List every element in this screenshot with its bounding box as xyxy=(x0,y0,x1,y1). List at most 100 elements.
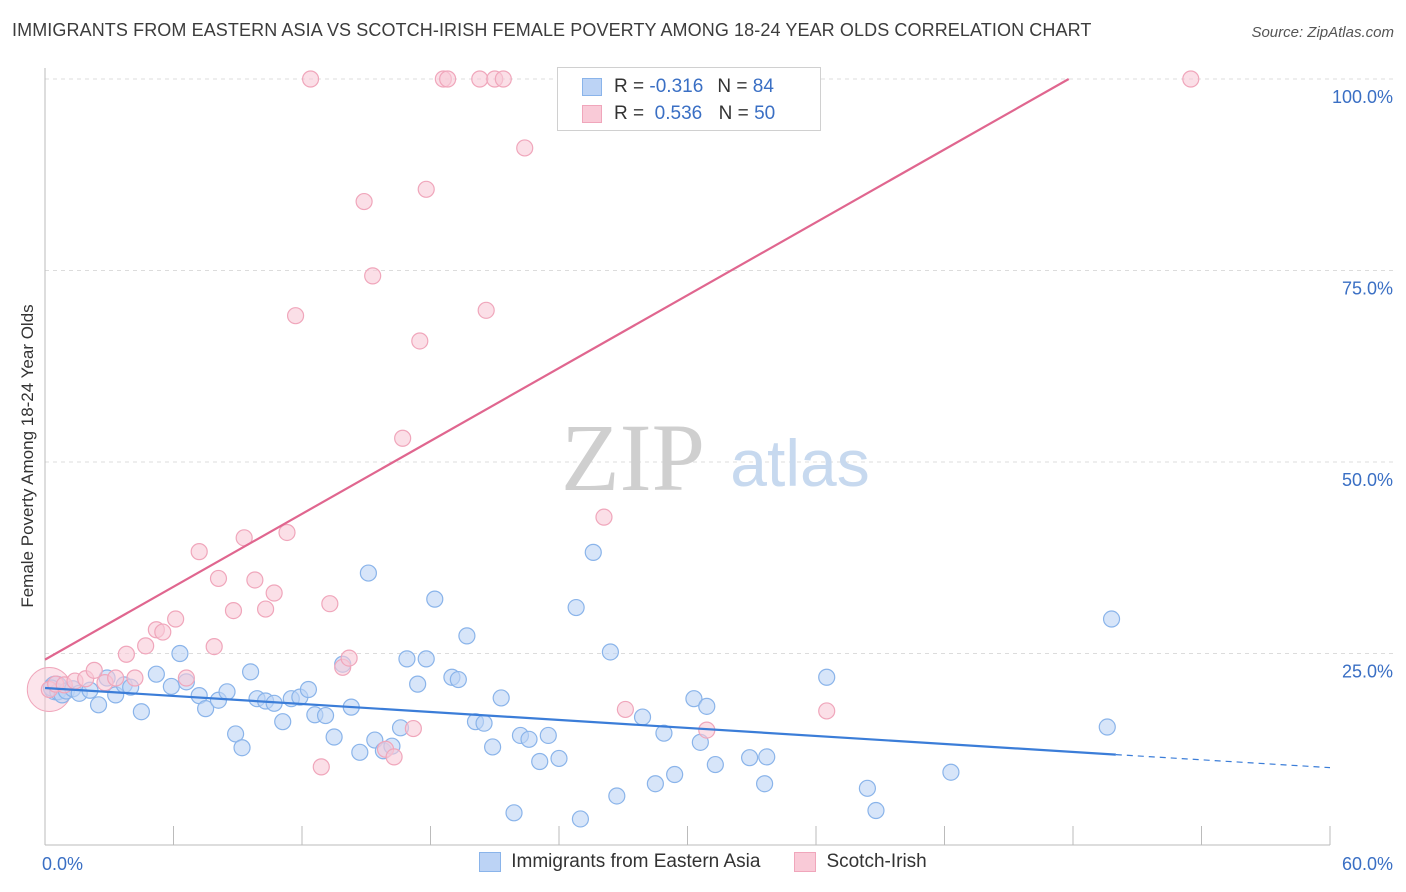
trend-line-scotch-irish xyxy=(44,78,1070,661)
data-point-eastern-asia xyxy=(646,775,664,793)
data-point-eastern-asia xyxy=(531,752,549,771)
data-point-scotch-irish xyxy=(616,700,634,719)
legend-swatch-eastern-asia xyxy=(582,78,602,96)
data-point-eastern-asia xyxy=(550,749,568,768)
legend-row-scotch-irish: R = 0.536 N = 50 xyxy=(582,101,775,127)
data-point-eastern-asia xyxy=(171,644,189,663)
data-point-scotch-irish xyxy=(224,602,243,620)
data-point-scotch-irish xyxy=(190,543,208,561)
data-point-eastern-asia xyxy=(197,700,215,718)
data-point-eastern-asia xyxy=(484,738,502,756)
data-point-scotch-irish xyxy=(167,610,185,628)
data-point-eastern-asia xyxy=(89,696,108,714)
data-point-scotch-irish xyxy=(286,307,305,325)
data-point-scotch-irish xyxy=(321,595,339,613)
data-point-scotch-irish xyxy=(404,719,422,738)
data-point-scotch-irish xyxy=(177,669,195,687)
data-point-eastern-asia xyxy=(867,801,885,820)
legend-label-scotch-irish: Scotch-Irish xyxy=(826,851,927,872)
data-point-eastern-asia xyxy=(539,726,557,745)
x-tick-label: 0.0% xyxy=(42,854,83,874)
tick-labels: 25.0% 50.0% 75.0% 100.0% 0.0% 60.0% xyxy=(42,87,1393,874)
data-point-scotch-irish xyxy=(471,70,489,88)
data-point-eastern-asia xyxy=(316,706,335,725)
data-point-eastern-asia xyxy=(758,748,776,766)
legend-n-label: N = xyxy=(717,76,748,97)
data-point-eastern-asia xyxy=(492,689,510,707)
data-point-scotch-irish xyxy=(394,429,412,447)
legend-item-scotch-irish[interactable]: Scotch-Irish xyxy=(794,851,927,873)
data-point-eastern-asia xyxy=(520,730,538,748)
data-point-eastern-asia xyxy=(227,725,245,743)
legend-r-label: R = xyxy=(614,76,645,97)
data-point-scotch-irish xyxy=(818,702,836,720)
data-point-scotch-irish xyxy=(205,638,223,656)
data-point-eastern-asia xyxy=(417,650,435,668)
y-tick-label: 75.0% xyxy=(1342,279,1393,299)
stats-legend: R = -0.316 N = 84 R = 0.536 N = 50 xyxy=(557,67,821,131)
legend-r-value: -0.316 xyxy=(649,76,704,97)
data-point-eastern-asia xyxy=(942,763,960,781)
data-point-eastern-asia xyxy=(505,804,523,822)
data-point-eastern-asia xyxy=(458,627,476,645)
data-point-scotch-irish xyxy=(137,637,155,655)
data-point-eastern-asia xyxy=(858,779,877,797)
source-label: Source: ZipAtlas.com xyxy=(1251,24,1394,41)
chart-title: IMMIGRANTS FROM EASTERN ASIA VS SCOTCH-I… xyxy=(12,20,1092,40)
data-point-scotch-irish xyxy=(417,180,435,198)
data-point-eastern-asia xyxy=(685,690,703,708)
data-point-scotch-irish xyxy=(312,758,330,776)
data-point-scotch-irish xyxy=(246,571,264,589)
data-point-scotch-irish xyxy=(278,523,296,542)
data-point-scotch-irish xyxy=(477,301,495,319)
data-point-scotch-irish xyxy=(209,569,228,588)
y-tick-label: 50.0% xyxy=(1342,470,1393,490)
y-tick-label: 25.0% xyxy=(1342,662,1393,682)
data-point-scotch-irish xyxy=(595,508,613,526)
data-point-eastern-asia xyxy=(666,765,684,784)
data-point-scotch-irish xyxy=(301,70,320,88)
data-point-scotch-irish xyxy=(411,332,429,350)
legend-n-value: 50 xyxy=(754,103,776,124)
data-point-eastern-asia xyxy=(1098,718,1116,736)
watermark-zip: ZIP xyxy=(561,404,705,511)
x-tick-label: 60.0% xyxy=(1342,854,1393,874)
data-point-eastern-asia xyxy=(242,663,260,681)
data-point-scotch-irish xyxy=(256,600,275,618)
data-point-eastern-asia xyxy=(359,564,377,582)
data-point-scotch-irish xyxy=(85,661,103,679)
data-point-scotch-irish xyxy=(516,139,534,157)
gridlines xyxy=(45,78,1395,654)
legend-swatch-scotch-irish xyxy=(794,852,817,872)
watermark-atlas: atlas xyxy=(730,426,869,500)
data-point-scotch-irish xyxy=(154,623,172,641)
trend-line-eastern-asia-extension xyxy=(1115,754,1331,769)
data-point-eastern-asia xyxy=(233,739,251,757)
data-point-eastern-asia xyxy=(571,810,590,828)
data-point-eastern-asia xyxy=(132,703,150,721)
data-point-eastern-asia xyxy=(633,708,652,726)
data-point-scotch-irish xyxy=(364,267,382,285)
legend-n-value: 84 xyxy=(752,76,774,97)
legend-swatch-eastern-asia xyxy=(479,852,502,872)
data-point-scotch-irish xyxy=(107,669,125,687)
data-point-eastern-asia xyxy=(475,714,493,732)
data-point-scotch-irish xyxy=(117,645,135,663)
data-point-scotch-irish xyxy=(494,70,512,88)
data-point-eastern-asia xyxy=(601,643,620,661)
data-point-eastern-asia xyxy=(706,755,724,774)
legend-label-eastern-asia: Immigrants from Eastern Asia xyxy=(511,851,761,872)
data-point-eastern-asia xyxy=(274,713,292,731)
axes xyxy=(44,68,1331,846)
data-point-eastern-asia xyxy=(299,680,318,699)
data-point-scotch-irish xyxy=(355,192,373,211)
data-point-eastern-asia xyxy=(147,665,165,683)
data-point-eastern-asia xyxy=(426,590,444,608)
data-point-scotch-irish xyxy=(439,70,457,88)
data-point-eastern-asia xyxy=(162,677,180,696)
data-point-eastern-asia xyxy=(398,650,416,668)
data-point-eastern-asia xyxy=(218,683,236,701)
legend-item-eastern-asia[interactable]: Immigrants from Eastern Asia xyxy=(479,851,760,873)
data-point-eastern-asia xyxy=(755,775,774,793)
